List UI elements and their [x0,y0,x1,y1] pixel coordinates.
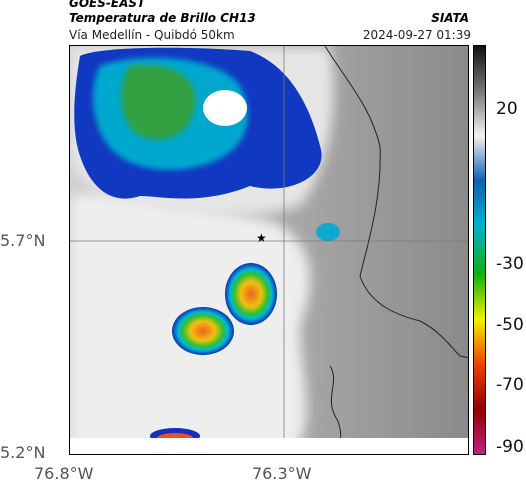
colorbar-label-minus90: -90 [496,437,524,457]
clear-spot-north [203,90,247,126]
organization-name: SIATA [431,11,469,25]
location-star-icon: ★ [256,231,267,245]
map-svg [70,46,468,454]
lon-label-76-8: 76.8°W [34,464,94,483]
convective-core-green [121,65,196,140]
boundary-line [324,46,468,359]
colorbar-label-minus70: -70 [496,375,524,395]
location-label: Vía Medellín - Quibdó 50km [69,28,235,42]
colorbar [473,45,486,455]
no-data-band [70,438,468,454]
satellite-map[interactable]: ★ [69,45,469,455]
satellite-name: GOES-EAST [69,0,146,10]
datetime-label: 2024-09-27 01:39 [362,28,471,42]
lat-label-5-2: 5.2°N [0,443,46,462]
product-title: Temperatura de Brillo CH13 [69,11,256,25]
small-cell-east [316,223,340,241]
colorbar-label-minus30: -30 [496,254,524,274]
colorbar-label-20: 20 [496,99,518,119]
storm-core-west [172,307,234,355]
colorbar-label-minus50: -50 [496,315,524,335]
lat-label-5-7: 5.7°N [0,231,46,250]
storm-core-east [225,263,277,325]
lon-label-76-3: 76.3°W [252,464,312,483]
